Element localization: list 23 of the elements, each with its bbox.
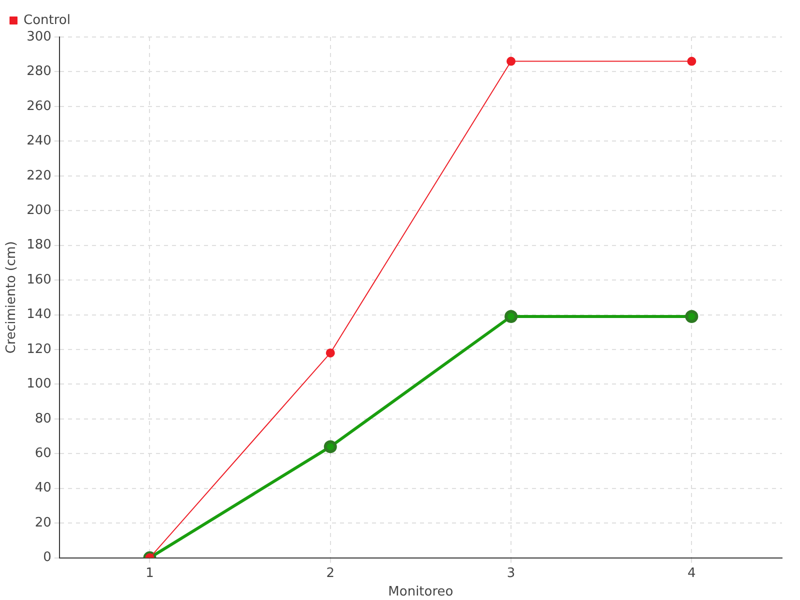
y-tick-label: 300 — [26, 29, 52, 44]
y-tick-label: 180 — [26, 238, 52, 253]
y-tick-label: 280 — [26, 64, 52, 80]
y-tick-label: 80 — [34, 411, 52, 426]
y-tick-label: 200 — [26, 202, 52, 218]
x-tick-label: 3 — [506, 566, 516, 581]
y-tick-label: 140 — [26, 307, 52, 322]
y-tick-label: 160 — [26, 272, 52, 288]
y-tick-label: 20 — [34, 515, 52, 530]
x-tick-label: 1 — [146, 566, 154, 581]
y-tick-label: 220 — [26, 168, 52, 184]
x-axis-title: Monitoreo — [388, 584, 454, 600]
y-axis-title: Crecimiento (cm) — [4, 241, 20, 354]
y-tick-label: 240 — [26, 134, 52, 149]
y-tick-label: 60 — [34, 446, 52, 462]
y-tick-label: 100 — [26, 376, 52, 392]
y-tick-label: 40 — [34, 480, 52, 496]
y-tick-label: 120 — [26, 342, 52, 357]
x-tick-label: 2 — [326, 566, 335, 581]
y-tick-label: 0 — [43, 550, 52, 566]
legend-label: Control — [24, 12, 70, 28]
y-tick-label: 260 — [26, 98, 52, 114]
x-tick-label: 4 — [688, 566, 696, 581]
